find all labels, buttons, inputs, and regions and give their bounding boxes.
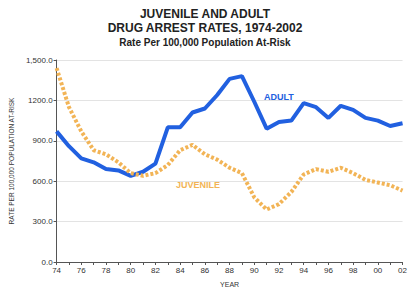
svg-text:ADULT: ADULT xyxy=(264,91,294,102)
svg-text:00: 00 xyxy=(373,266,382,275)
svg-text:94: 94 xyxy=(299,266,308,275)
svg-text:74: 74 xyxy=(52,266,61,275)
svg-text:80: 80 xyxy=(126,266,135,275)
svg-text:90: 90 xyxy=(250,266,259,275)
svg-text:Rate Per 100,000 Population At: Rate Per 100,000 Population At-Risk xyxy=(119,37,291,48)
svg-text:300.0: 300.0 xyxy=(33,217,54,226)
svg-text:88: 88 xyxy=(225,266,234,275)
svg-text:02: 02 xyxy=(398,266,407,275)
svg-text:84: 84 xyxy=(176,266,185,275)
svg-text:1200.0: 1200.0 xyxy=(28,96,53,105)
svg-text:96: 96 xyxy=(324,266,333,275)
svg-text:92: 92 xyxy=(275,266,284,275)
svg-text:0.0: 0.0 xyxy=(41,257,53,267)
svg-text:DRUG ARREST RATES, 1974-2002: DRUG ARREST RATES, 1974-2002 xyxy=(108,21,303,35)
svg-text:600.0: 600.0 xyxy=(33,177,54,186)
svg-text:82: 82 xyxy=(151,266,160,275)
svg-text:900.0: 900.0 xyxy=(33,136,54,145)
svg-text:86: 86 xyxy=(200,266,209,275)
svg-text:RATE PER 100,000 POPULATION AT: RATE PER 100,000 POPULATION AT-RISK xyxy=(8,97,15,224)
svg-text:YEAR: YEAR xyxy=(220,281,239,288)
svg-text:JUVENILE AND ADULT: JUVENILE AND ADULT xyxy=(140,7,271,21)
svg-text:76: 76 xyxy=(77,266,86,275)
svg-text:98: 98 xyxy=(349,266,358,275)
svg-text:JUVENILE: JUVENILE xyxy=(176,179,220,190)
svg-text:1,500.0: 1,500.0 xyxy=(26,56,53,65)
svg-text:78: 78 xyxy=(102,266,111,275)
